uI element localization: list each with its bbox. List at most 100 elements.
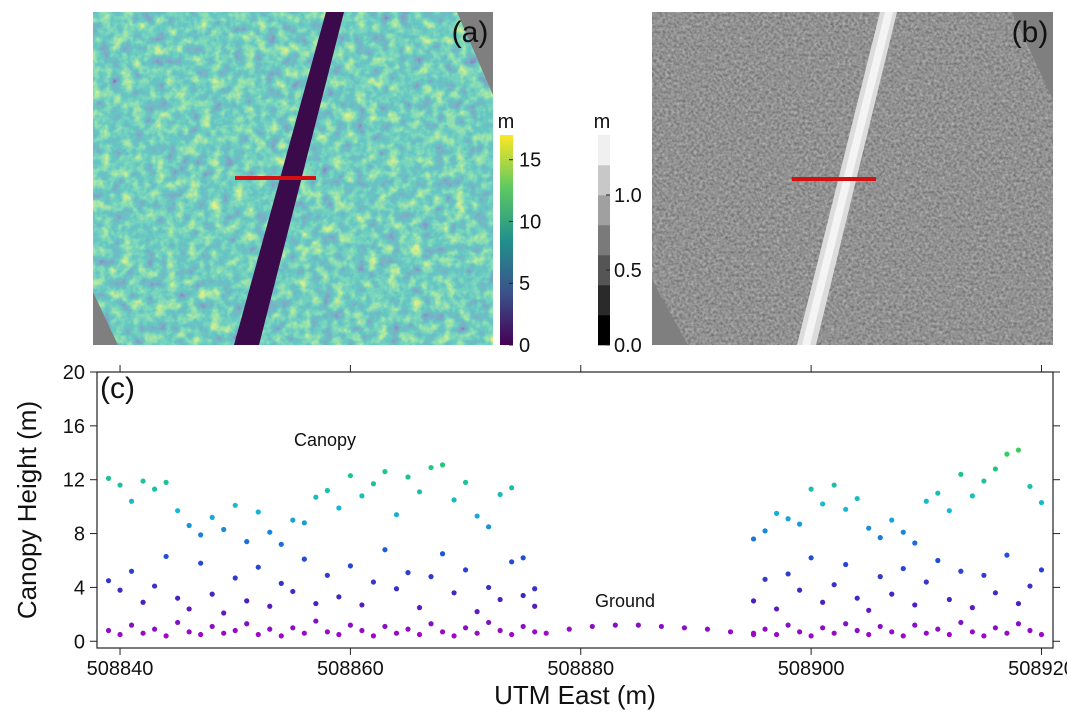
point [785,571,791,577]
y-tick-label: 20 [63,362,85,384]
point [428,464,434,471]
point [313,494,319,500]
point [935,626,941,632]
point [762,528,768,534]
point [843,621,849,627]
point [946,631,952,638]
point [1004,630,1010,636]
point [808,555,814,561]
colorbar-title: m [498,111,515,133]
point [1004,552,1010,558]
annotation: Ground [595,591,655,611]
point [267,603,273,609]
x-axis-title: UTM East (m) [494,680,656,710]
point [405,626,411,632]
point [359,602,365,608]
point [370,633,377,639]
point [198,560,204,566]
point [474,609,480,615]
point [773,606,780,612]
point [854,595,860,601]
point [221,610,227,616]
point [497,627,503,634]
point [405,474,411,480]
point [612,622,618,628]
point [382,469,388,475]
point [520,623,526,630]
point [935,490,941,496]
point [497,596,503,603]
point [186,629,192,635]
point [831,482,837,488]
point [992,466,999,472]
point [520,555,526,561]
point [267,626,273,632]
colorbar-step [598,285,610,316]
panel-b-image [652,12,1053,345]
point [958,471,964,477]
point [439,551,446,557]
point [854,495,860,502]
point [843,561,849,568]
point [532,603,538,609]
point [439,462,446,468]
point [336,594,342,600]
point [301,556,307,562]
point [117,482,123,488]
point [175,595,181,601]
colorbar-step [598,225,610,256]
x-tick-label: 508880 [547,658,614,680]
point [889,629,895,635]
point [140,630,146,636]
point [820,501,826,507]
point [336,505,342,511]
point [393,512,400,518]
point [151,486,158,492]
point [509,559,515,565]
point [866,607,872,613]
point [509,631,515,638]
panel-label: (b) [1012,16,1049,49]
point [854,627,860,634]
point [324,487,330,494]
colorbar-tick-label: 15 [519,150,541,172]
point [267,529,273,535]
point [658,623,664,630]
colorbar-tick-label: 1.0 [614,185,642,207]
colorbar-step [598,315,610,346]
y-tick-label: 8 [74,524,85,546]
point [923,579,929,585]
point [405,570,411,576]
colorbar-step [598,135,610,166]
point [1038,631,1045,638]
point [290,517,296,523]
point [520,592,526,599]
point [186,522,192,529]
point [255,564,261,570]
point [589,623,595,630]
colorbar-title: m [594,111,611,133]
point [486,584,492,591]
point [313,618,319,624]
point [866,525,872,531]
x-tick-label: 508900 [778,658,845,680]
point [1027,627,1033,634]
point [416,605,423,611]
point [290,625,296,631]
point [486,619,492,626]
colorbar-step [598,165,610,196]
point [762,576,768,582]
point [324,572,330,578]
point [797,587,803,593]
point [336,631,342,638]
point [324,629,330,635]
point [313,600,319,607]
point [151,583,158,589]
point [900,565,906,572]
point [221,526,227,533]
point [255,631,261,638]
point [105,578,112,584]
colorbar-step [598,195,610,226]
